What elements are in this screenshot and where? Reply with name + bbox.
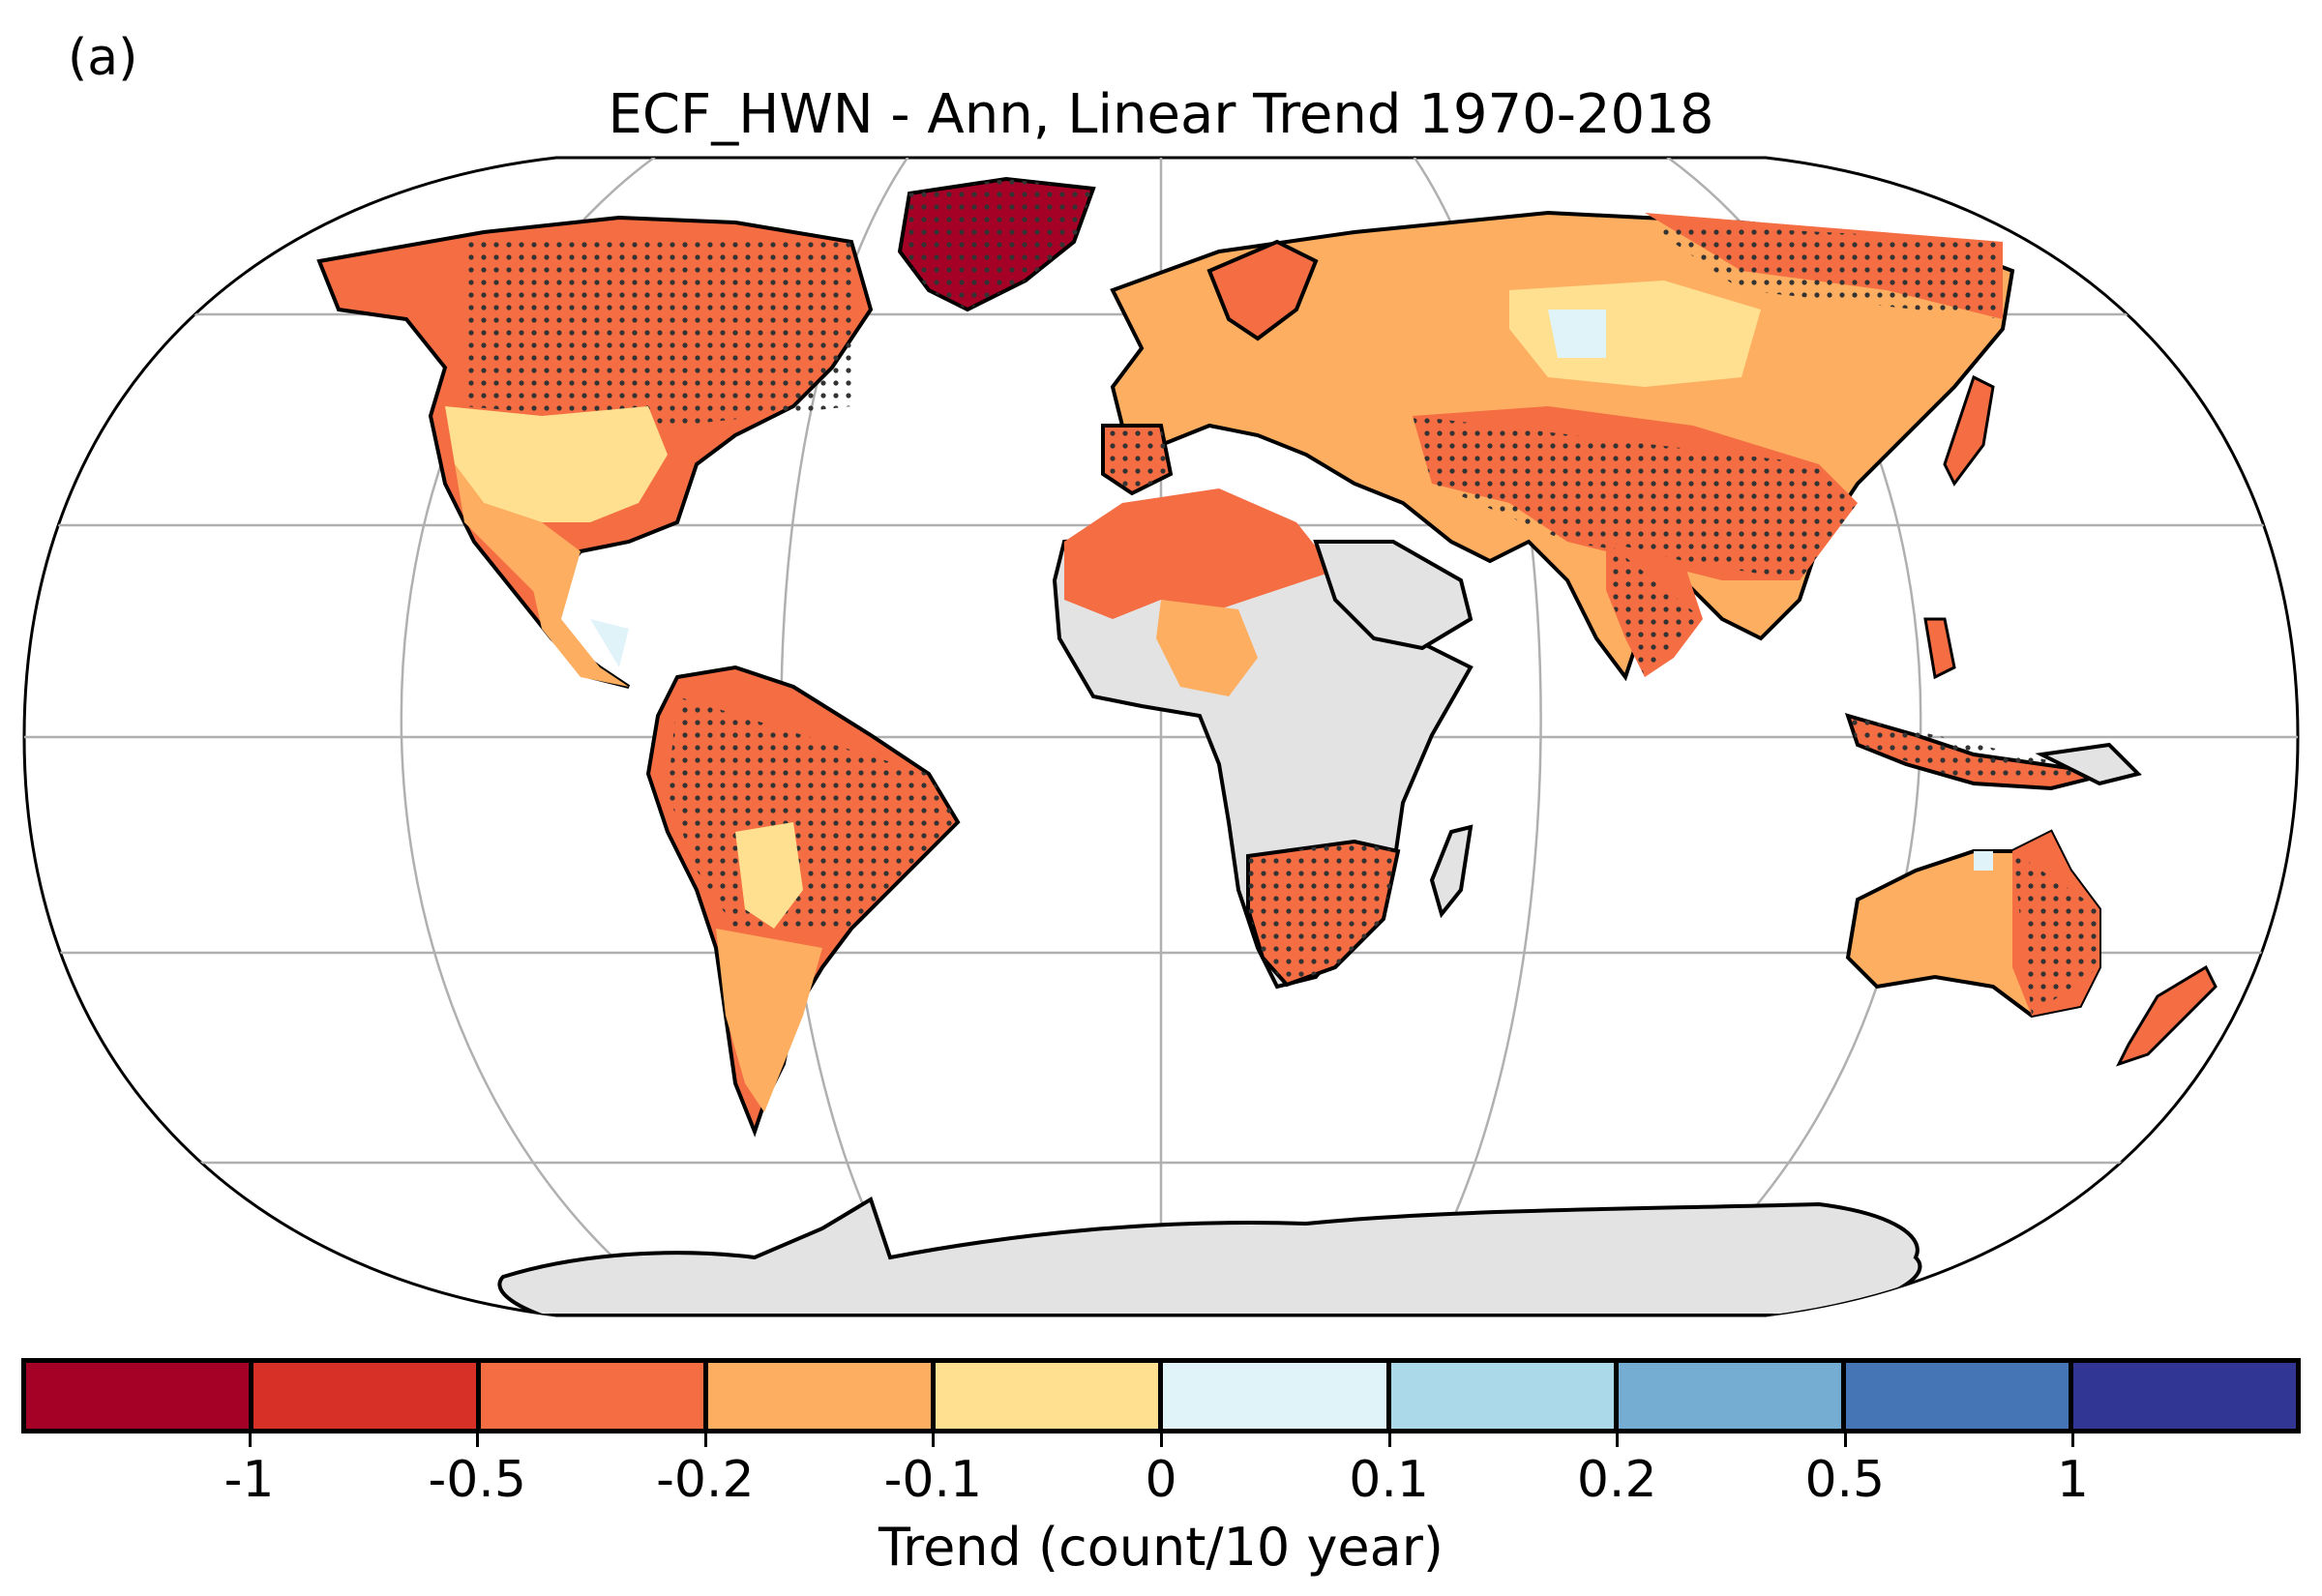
- colorbar-bin: [1845, 1363, 2073, 1429]
- usa-neutral: [445, 406, 668, 522]
- central-america-blue: [590, 619, 629, 667]
- sa-south: [716, 929, 822, 1112]
- siberia-neutral: [1509, 281, 1761, 387]
- colorbar-tick-label: -1: [223, 1451, 275, 1509]
- colorbar-tick: [1387, 1433, 1391, 1447]
- colorbar-tick-label: 0.2: [1576, 1451, 1657, 1509]
- madagascar: [1429, 824, 1474, 919]
- siberia-blue: [1548, 310, 1606, 358]
- colorbar-tick: [703, 1433, 707, 1447]
- colorbar-bin: [936, 1363, 1164, 1429]
- colorbar-tick: [476, 1433, 480, 1447]
- colorbar-tick: [1843, 1433, 1847, 1447]
- mexico: [522, 542, 629, 687]
- colorbar-tick: [932, 1433, 936, 1447]
- north-africa: [1064, 488, 1335, 619]
- colorbar-tick: [248, 1433, 252, 1447]
- panel-label: (a): [68, 29, 138, 87]
- colorbar-bin: [481, 1363, 709, 1429]
- colorbar-tick-label: 0: [1145, 1451, 1177, 1509]
- colorbar-tick-label: 0.5: [1804, 1451, 1886, 1509]
- scandinavia: [1206, 239, 1319, 341]
- australia-blue: [1974, 851, 1993, 871]
- colorbar-tick-label: -0.1: [883, 1451, 983, 1509]
- colorbar-bin: [253, 1363, 482, 1429]
- colorbar-ticks: -1 -0.5 -0.2 -0.1 0 0.1 0.2 0.5 1: [21, 1433, 2301, 1521]
- colorbar-bin: [1390, 1363, 1619, 1429]
- colorbar-tick: [1160, 1433, 1163, 1447]
- colorbar-tick: [2071, 1433, 2075, 1447]
- colorbar-tick-label: -0.5: [428, 1451, 526, 1509]
- map-title: ECF_HWN - Ann, Linear Trend 1970-2018: [608, 83, 1714, 146]
- colorbar-tick-label: 1: [2056, 1451, 2089, 1509]
- new-guinea: [2035, 742, 2142, 786]
- sahel-patch: [1156, 600, 1258, 696]
- world-map: [22, 156, 2300, 1317]
- arabia: [1313, 540, 1474, 651]
- colorbar-tick-label: -0.2: [656, 1451, 755, 1509]
- japan: [1943, 374, 1995, 487]
- new-zealand: [2116, 964, 2218, 1067]
- colorbar-bin: [708, 1363, 937, 1429]
- sa-neutral: [735, 822, 803, 929]
- colorbar-bin: [1618, 1363, 1846, 1429]
- colorbar-bin: [26, 1363, 254, 1429]
- philippines: [1923, 617, 1956, 680]
- colorbar-tick-label: 0.1: [1349, 1451, 1429, 1509]
- colorbar-tick: [1616, 1433, 1620, 1447]
- colorbar: [21, 1358, 2301, 1433]
- colorbar-bin: [2072, 1363, 2296, 1429]
- colorbar-bin: [1163, 1363, 1391, 1429]
- colorbar-label: Trend (count/10 year): [878, 1517, 1444, 1578]
